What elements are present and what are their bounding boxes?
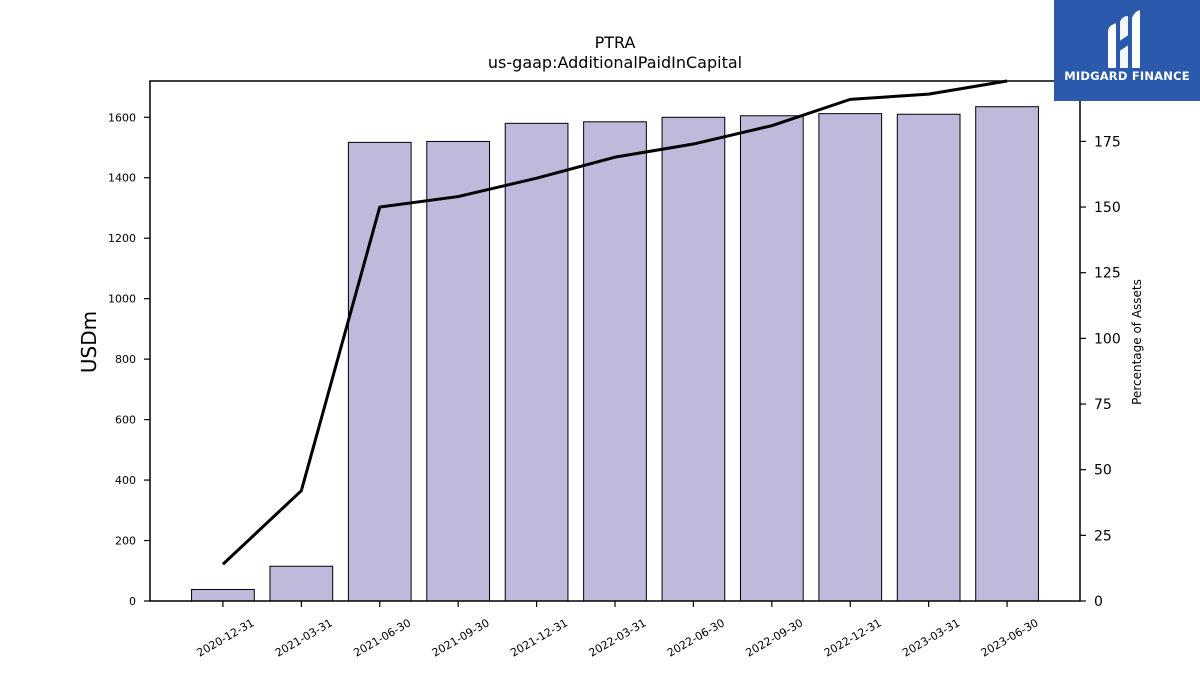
y2-tick-label: 175 — [1094, 134, 1121, 150]
x-tick-label: 2022-03-31 — [587, 616, 649, 659]
y-axis-label: USDm — [77, 311, 101, 373]
y2-tick-label: 50 — [1094, 463, 1112, 479]
x-tick-label: 2021-09-30 — [430, 616, 492, 659]
x-tick-label: 2022-09-30 — [743, 616, 805, 659]
y2-tick-label: 150 — [1094, 200, 1121, 216]
x-tick-label: 2020-12-31 — [195, 616, 257, 659]
y2-tick-label: 75 — [1094, 397, 1112, 413]
bar-2021-12-31 — [504, 122, 569, 602]
x-tick-label: 2022-06-30 — [665, 616, 727, 659]
y2-tick-label: 100 — [1094, 331, 1121, 347]
y-tick-label: 1600 — [108, 111, 136, 124]
y-tick-label: 200 — [115, 535, 136, 548]
y2-tick-label: 25 — [1094, 528, 1112, 544]
logo-mark-icon — [1108, 10, 1140, 68]
y2-tick-label: 125 — [1094, 266, 1121, 282]
line-layer — [221, 79, 1008, 566]
bar-2022-06-30 — [661, 116, 726, 602]
bar-2021-06-30 — [347, 141, 412, 602]
x-tick-label: 2021-06-30 — [351, 616, 413, 659]
chart-subtitle: us-gaap:AdditionalPaidInCapital — [488, 53, 742, 72]
x-tick-label: 2023-06-30 — [979, 616, 1041, 659]
brand-logo: MIDGARD FINANCE — [1054, 0, 1200, 101]
bar-2023-03-31 — [896, 113, 961, 602]
x-tick-label: 2021-12-31 — [508, 616, 570, 659]
x-tick-label: 2021-03-31 — [273, 616, 335, 659]
chart-title: PTRA — [595, 33, 636, 52]
bar-2021-09-30 — [426, 140, 491, 602]
y2-axis-label: Percentage of Assets — [1130, 279, 1144, 405]
percentage-line — [221, 79, 1008, 566]
brand-name: MIDGARD FINANCE — [1064, 69, 1190, 83]
y-tick-label: 1000 — [108, 293, 136, 306]
x-tick-label: 2023-03-31 — [900, 616, 962, 659]
y-tick-label: 1200 — [108, 232, 136, 245]
x-tick-label: 2022-12-31 — [822, 616, 884, 659]
bars-layer — [191, 106, 1039, 602]
bar-2020-12-31 — [191, 589, 255, 602]
y-tick-label: 1400 — [108, 172, 136, 185]
bar-2021-03-31 — [269, 565, 334, 602]
bar-2022-03-31 — [583, 121, 647, 602]
bar-2022-09-30 — [739, 115, 804, 602]
y-tick-label: 400 — [115, 474, 136, 487]
bar-2023-06-30 — [975, 106, 1039, 602]
y-tick-label: 600 — [115, 414, 136, 427]
bar-2022-12-31 — [818, 113, 883, 602]
y-tick-label: 800 — [115, 353, 136, 366]
y2-tick-label: 0 — [1094, 594, 1103, 610]
y-tick-label: 0 — [129, 595, 136, 608]
